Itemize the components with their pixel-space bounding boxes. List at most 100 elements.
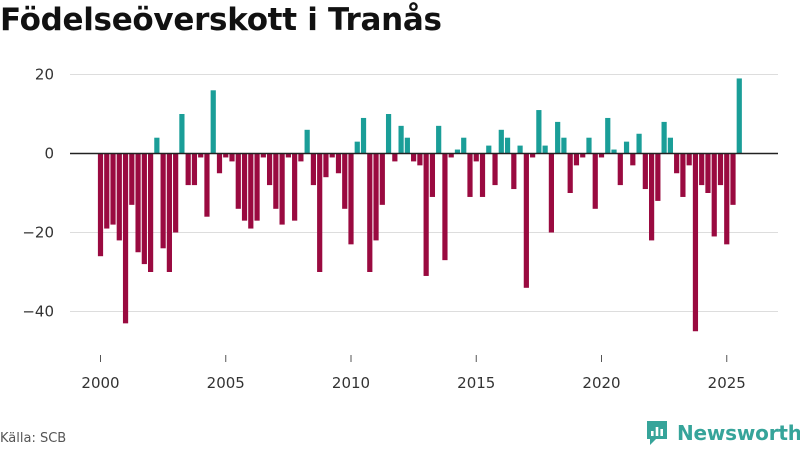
bar [304,129,310,154]
bar [135,153,141,253]
bar [122,153,129,324]
bar [379,153,385,205]
bar [154,137,160,154]
y-tick-label: −20 [22,224,54,242]
bar [216,153,223,174]
bar [354,141,360,154]
x-tick-label: 2005 [207,374,245,392]
bar [185,153,191,186]
bar [567,153,573,193]
bar [561,137,567,154]
bar [674,153,680,174]
bar [279,153,285,225]
bar [367,153,373,272]
bar [223,153,229,158]
bar [116,153,122,241]
bar [417,153,423,166]
bar [617,153,623,186]
bar [461,137,467,154]
bar-chart: 20 0 −20 −40 2000 2005 2010 2015 2020 2025 [22,66,778,392]
bar [504,137,511,154]
bar [160,153,166,249]
bar [342,153,348,209]
bar [404,137,410,154]
bar [360,117,367,154]
bar [580,153,586,158]
bar [692,153,699,332]
bar [141,153,147,265]
bar [248,153,254,229]
bar [448,153,454,158]
bar [329,153,335,158]
bar [555,121,561,154]
bar [173,153,179,233]
bar [530,153,536,158]
bar [467,153,473,197]
bar [148,153,154,272]
bar [536,110,542,154]
newsworthy-logo-icon [647,421,667,445]
bar [436,125,442,154]
bar [310,153,317,186]
bar [686,153,692,166]
bar [642,153,648,190]
bar [667,137,673,154]
bar [317,153,323,272]
chart-title: Födelseöverskott i Tranås [0,2,442,38]
bar [442,153,448,261]
source-note: Källa: SCB [0,431,67,446]
bar [705,153,711,193]
x-tick-label: 2015 [457,374,495,392]
bar [285,153,291,158]
bar [486,145,492,154]
bar [104,153,110,229]
bar [323,153,329,178]
bar [699,153,705,186]
bar [273,153,279,209]
bar [586,137,592,154]
brand[interactable]: Newsworthy [645,420,800,446]
bar [191,153,198,186]
bar [598,153,605,158]
bar [498,129,504,154]
bar [454,149,461,154]
y-tick-label: −40 [22,303,54,321]
x-tick-label: 2010 [332,374,370,392]
bar [298,153,304,162]
y-axis: 20 0 −20 −40 [22,66,54,321]
bar [548,153,554,233]
bar [210,90,216,154]
bar [235,153,241,209]
x-tick-label: 2020 [582,374,620,392]
bar [523,153,529,288]
bar [592,153,598,209]
bar [473,153,479,162]
brand-name: Newsworthy [677,421,800,445]
bar [266,153,273,186]
bar [204,153,210,217]
bar [129,153,135,205]
bar [348,153,354,245]
bar [542,145,548,154]
bar [724,153,730,245]
bar [229,153,235,162]
bar [292,153,298,221]
bar [198,153,204,158]
bar [511,153,517,190]
bar [254,153,260,221]
bar [573,153,580,166]
bars [97,78,742,332]
y-tick-label: 0 [44,145,54,163]
bar [398,125,404,154]
bar [736,78,742,154]
bar [661,121,667,154]
x-axis: 2000 2005 2010 2015 2020 2025 [81,355,746,392]
bar [605,117,611,154]
bar [392,153,398,162]
bar [241,153,248,221]
bar [623,141,630,154]
bar [97,153,104,257]
bar [730,153,736,205]
bar [636,133,642,154]
bar [166,153,172,272]
